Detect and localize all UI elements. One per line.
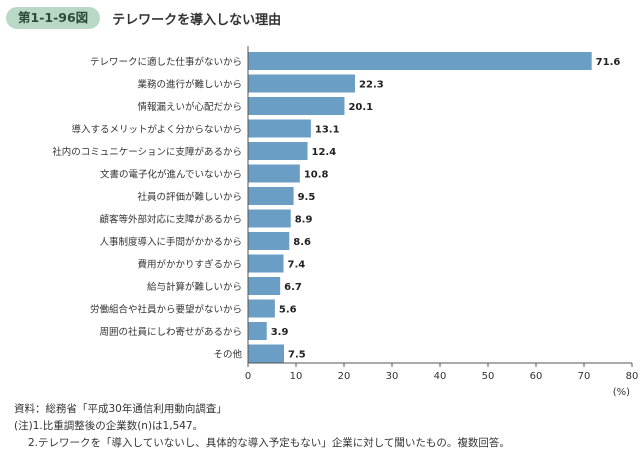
x-tick-label: 20 xyxy=(338,371,351,382)
bar xyxy=(248,232,290,250)
value-label: 9.5 xyxy=(298,192,316,203)
bar xyxy=(248,142,308,160)
x-unit-label: (%) xyxy=(613,387,630,398)
value-label: 6.7 xyxy=(284,282,302,293)
value-label: 71.6 xyxy=(596,57,621,68)
category-label: 顧客等外部対応に支障があるから xyxy=(99,214,242,226)
bar xyxy=(248,254,284,273)
category-label: 費用がかかりすぎるから xyxy=(137,259,242,271)
x-tick-label: 0 xyxy=(245,371,251,382)
bar xyxy=(248,322,267,340)
value-label: 7.5 xyxy=(288,350,306,361)
value-label: 7.4 xyxy=(288,260,306,271)
chart-notes: 資料：総務省「平成30年通信利用動向調査」 (注)1.比重調整後の企業数(n)は… xyxy=(14,401,510,452)
bar xyxy=(248,277,281,295)
value-label: 12.4 xyxy=(312,147,337,158)
bar xyxy=(248,52,592,70)
bar xyxy=(248,119,311,138)
bar xyxy=(248,299,275,318)
x-tick-label: 10 xyxy=(290,371,303,382)
footnote-2: 2.テレワークを「導入していないし、具体的な導入予定もない」企業に対して聞いたも… xyxy=(28,437,510,449)
value-label: 8.6 xyxy=(293,237,311,248)
bar xyxy=(248,344,284,363)
chart-title: テレワークを導入しない理由 xyxy=(112,12,282,28)
x-tick-label: 30 xyxy=(386,371,399,382)
bar xyxy=(248,164,300,183)
footnote-1: (注)1.比重調整後の企業数(n)は1,547。 xyxy=(14,420,204,432)
category-label: 周囲の社員にしわ寄せがあるから xyxy=(99,326,242,338)
category-label: 人事制度導入に手間がかかるから xyxy=(99,236,242,248)
category-label: 社員の評価が難しいから xyxy=(137,191,242,203)
source-note: 資料：総務省「平成30年通信利用動向調査」 xyxy=(14,403,227,415)
bar xyxy=(248,187,294,205)
category-label: 導入するメリットがよく分からないから xyxy=(71,124,242,136)
value-label: 10.8 xyxy=(304,170,329,181)
value-label: 20.1 xyxy=(348,102,373,113)
bar xyxy=(248,97,345,115)
value-label: 5.6 xyxy=(279,305,297,316)
category-label: 情報漏えいが心配だから xyxy=(137,101,242,113)
figure-number-badge: 第1-1-96図 xyxy=(6,7,101,29)
bar xyxy=(248,209,291,228)
x-tick-label: 60 xyxy=(530,371,543,382)
category-label: 文書の電子化が進んでいないから xyxy=(100,169,242,181)
category-label: 給与計算が難しいから xyxy=(147,281,242,293)
category-label: 労働組合や社員から要望がないから xyxy=(90,304,242,316)
value-label: 22.3 xyxy=(359,80,384,91)
figure-header: 第1-1-96図 テレワークを導入しない理由 xyxy=(6,6,281,30)
category-label: 業務の進行が難しいから xyxy=(137,79,242,91)
category-label: その他 xyxy=(213,349,242,361)
x-tick-label: 80 xyxy=(626,371,639,382)
bar xyxy=(248,74,356,93)
value-label: 8.9 xyxy=(295,215,313,226)
x-tick-label: 40 xyxy=(434,371,447,382)
value-label: 3.9 xyxy=(271,327,289,338)
x-tick-label: 70 xyxy=(578,371,591,382)
category-label: テレワークに適した仕事がないから xyxy=(90,56,242,68)
bar-chart: テレワークに適した仕事がないから 71.6 業務の進行が難しいから 22.3 情報漏えい… xyxy=(52,46,639,398)
category-label: 社内のコミュニケーションに支障があるから xyxy=(52,146,242,158)
value-label: 13.1 xyxy=(315,125,340,136)
x-tick-label: 50 xyxy=(482,371,495,382)
